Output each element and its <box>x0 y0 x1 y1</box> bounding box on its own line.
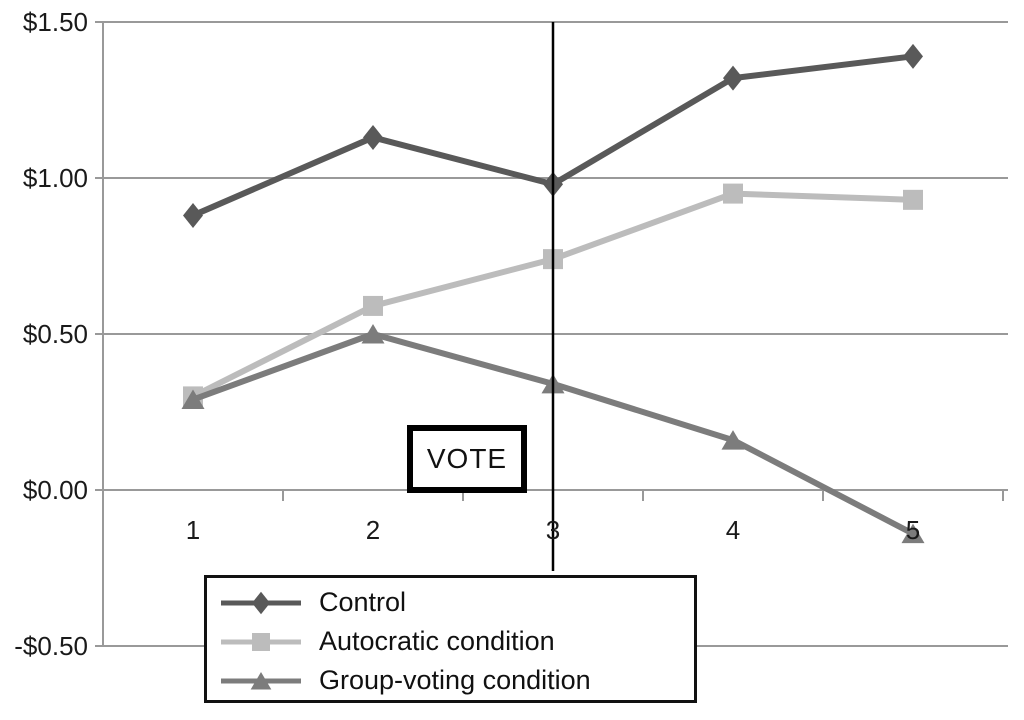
legend-label-control: Control <box>319 587 407 617</box>
data-point-square <box>903 189 923 210</box>
data-point-diamond <box>723 65 743 91</box>
data-point-triangle <box>721 430 745 450</box>
legend-item-autocratic: Autocratic condition <box>219 622 694 661</box>
data-point-diamond <box>252 591 270 614</box>
legend-label-autocratic: Autocratic condition <box>319 626 555 656</box>
data-point-diamond <box>363 124 383 150</box>
data-point-triangle <box>181 389 205 410</box>
legend-item-control: Control <box>219 583 694 622</box>
x-tick-label: 2 <box>366 515 380 545</box>
legend-marker-autocratic <box>221 632 301 651</box>
y-tick-label: $0.50 <box>23 319 88 349</box>
data-point-diamond <box>183 202 203 228</box>
data-point-triangle <box>901 523 925 544</box>
data-point-diamond <box>903 43 923 69</box>
x-tick-label: 4 <box>726 515 740 545</box>
data-point-square <box>363 295 383 316</box>
x-tick-label: 5 <box>906 515 920 545</box>
legend-item-group-voting: Group-voting condition <box>219 661 694 700</box>
x-tick-label: 1 <box>186 515 200 545</box>
legend: Control Autocratic condition Group-votin… <box>204 575 697 703</box>
legend-marker-control <box>221 591 301 614</box>
y-tick-label: $1.00 <box>23 163 88 193</box>
data-point-triangle <box>361 324 385 344</box>
data-point-triangle <box>250 671 272 690</box>
vote-annotation-label: VOTE <box>426 443 508 474</box>
y-tick-label: $1.50 <box>23 7 88 37</box>
x-tick-label: 3 <box>546 515 560 545</box>
data-point-square <box>723 183 743 204</box>
legend-marker-group-voting <box>221 671 301 690</box>
vote-annotation-box: VOTE <box>407 425 527 493</box>
y-tick-label: $0.00 <box>23 475 88 505</box>
y-tick-label: -$0.50 <box>14 631 88 661</box>
data-point-square <box>252 632 270 651</box>
legend-label-group-voting: Group-voting condition <box>319 665 591 695</box>
